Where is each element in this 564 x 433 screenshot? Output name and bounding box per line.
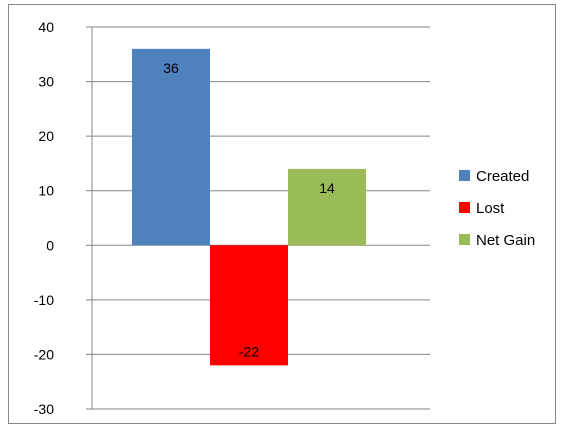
- y-tick-label: 30: [38, 74, 54, 90]
- bar-created: [132, 48, 210, 246]
- y-tick-label: -30: [34, 401, 54, 417]
- y-tick-label: 0: [46, 237, 54, 253]
- legend-swatch: [459, 202, 470, 213]
- y-tick-label: 40: [38, 19, 54, 35]
- y-tick-label: 20: [38, 128, 54, 144]
- data-label: 36: [163, 60, 179, 76]
- y-tick-label: -20: [34, 346, 54, 362]
- data-labels: 36 -22 14: [163, 60, 335, 360]
- legend-entry: Created: [476, 168, 529, 185]
- legend-entry: Lost: [476, 200, 505, 217]
- y-tick-label: -10: [34, 292, 54, 308]
- legend-swatch: [459, 170, 470, 181]
- y-axis: 40 30 20 10 0 -10 -20 -30: [34, 19, 93, 417]
- data-label: -22: [239, 343, 259, 359]
- legend-entry: Net Gain: [476, 232, 535, 249]
- bar-net-gain: [288, 168, 366, 246]
- legend: Created Lost Net Gain: [459, 168, 535, 249]
- bars: [132, 48, 366, 366]
- y-tick-label: 10: [38, 183, 54, 199]
- bar-lost: [210, 245, 288, 366]
- legend-swatch: [459, 234, 470, 245]
- data-label: 14: [319, 180, 335, 196]
